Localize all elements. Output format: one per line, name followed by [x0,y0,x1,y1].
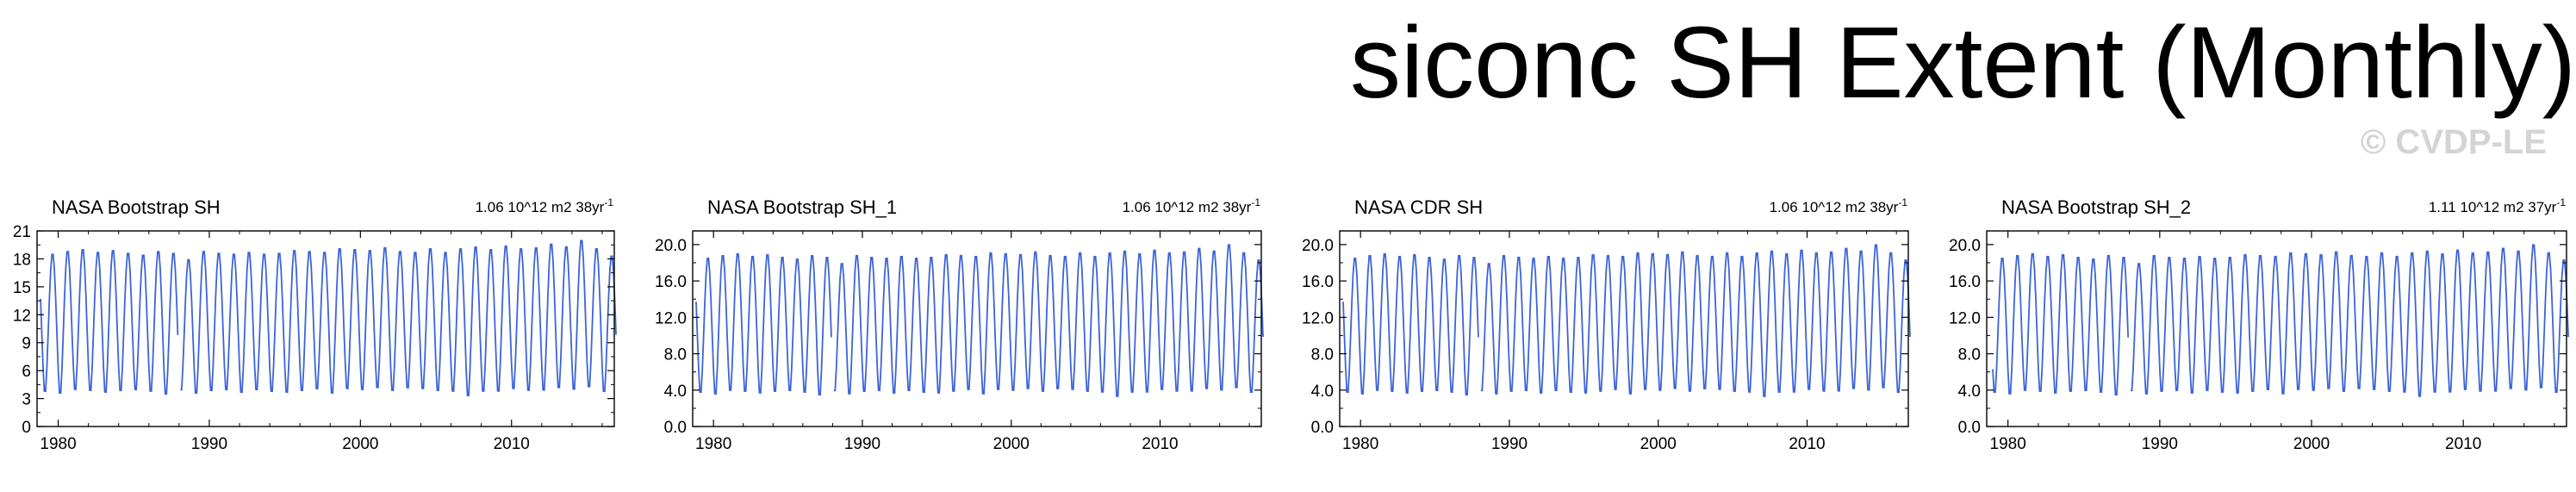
y-tick-label: 15 [13,279,31,297]
y-tick-label: 9 [22,335,31,353]
y-tick-label: 12 [13,307,31,325]
x-tick-label: 2010 [1789,435,1825,453]
chart-title: NASA Bootstrap SH_1 [707,196,897,218]
y-tick-label: 0.0 [1958,419,1981,437]
chart-2: NASA Bootstrap SH_1 1.06 10^12 m2 38yr-1 0… [655,196,1264,453]
y-tick-label: 6 [22,363,31,381]
x-tick-label: 1990 [2142,435,2178,453]
x-tick-label: 2010 [494,435,530,453]
series-line [1342,244,1911,397]
x-tick-label: 2000 [1640,435,1677,453]
y-tick-label: 0.0 [664,419,687,437]
y-tick-label: 21 [13,223,31,241]
chart-3: NASA CDR SH 1.06 10^12 m2 38yr-1 0.0 4.0 8.0… [1302,196,1911,453]
chart-trend-label: 1.06 10^12 m2 38yr-1 [1123,196,1261,215]
x-tick-label: 1980 [695,435,731,453]
chart-title: NASA CDR SH [1354,196,1483,218]
x-tick-label: 1990 [191,435,227,453]
y-tick-label: 20.0 [1949,237,1981,255]
y-tick-label: 8.0 [664,346,687,364]
chart-1: NASA Bootstrap SH 1.06 10^12 m2 38yr-1 0 3 6… [13,196,617,453]
chart-trend-label: 1.06 10^12 m2 38yr-1 [476,196,614,215]
plot-frame [692,230,1262,427]
y-tick-label: 4.0 [664,383,687,401]
x-tick-label: 2010 [2445,435,2481,453]
y-tick-label: 16.0 [1949,273,1981,291]
y-tick-label: 12.0 [1949,309,1981,327]
chart-panel-2: NASA Bootstrap SH_1 1.06 10^12 m2 38yr-1 0… [647,183,1285,492]
x-tick-label: 2000 [2293,435,2330,453]
y-tick-label: 0 [22,419,31,437]
y-tick-label: 20.0 [655,237,687,255]
x-tick-label: 1980 [1990,435,2026,453]
x-tick-label: 1980 [1342,435,1378,453]
series-line [1992,244,2569,397]
y-tick-label: 20.0 [1302,237,1334,255]
y-tick-label: 18 [13,251,31,269]
x-tick-label: 1990 [1491,435,1528,453]
y-tick-label: 12.0 [655,309,687,327]
y-tick-label: 0.0 [1311,419,1334,437]
chart-panel-4: NASA Bootstrap SH_2 1.11 10^12 m2 37yr-1 0… [1941,183,2576,492]
page-title: siconc SH Extent (Monthly) [1349,6,2576,120]
chart-title: NASA Bootstrap SH [52,196,221,218]
y-tick-label: 3 [22,391,31,409]
plot-frame [1339,230,1909,427]
chart-4: NASA Bootstrap SH_2 1.11 10^12 m2 37yr-1 0… [1949,196,2569,453]
y-tick-label: 8.0 [1958,346,1981,364]
plot-frame [1986,230,2567,427]
y-tick-label: 4.0 [1311,383,1334,401]
x-tick-label: 1990 [844,435,880,453]
y-tick-label: 16.0 [1302,273,1334,291]
y-tick-label: 12.0 [1302,309,1334,327]
x-tick-label: 1980 [40,435,76,453]
y-tick-label: 4.0 [1958,383,1981,401]
credit-watermark: © CVDP-LE [2360,123,2547,161]
y-tick-label: 8.0 [1311,346,1334,364]
chart-panel-1: NASA Bootstrap SH 1.06 10^12 m2 38yr-1 0 3 6… [0,183,638,492]
x-tick-label: 2000 [342,435,378,453]
x-tick-label: 2000 [993,435,1030,453]
y-tick-label: 16.0 [655,273,687,291]
x-tick-label: 2010 [1142,435,1178,453]
chart-panel-3: NASA CDR SH 1.06 10^12 m2 38yr-1 0.0 4.0 8.0… [1294,183,1932,492]
series-line [40,240,617,397]
chart-trend-label: 1.06 10^12 m2 38yr-1 [1770,196,1908,215]
chart-trend-label: 1.11 10^12 m2 37yr-1 [2429,196,2566,215]
chart-title: NASA Bootstrap SH_2 [2001,196,2191,218]
series-line [695,244,1264,397]
